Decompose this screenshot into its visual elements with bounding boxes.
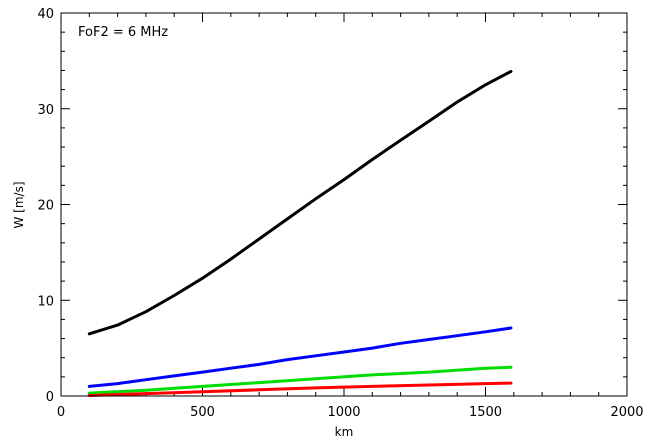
x-tick-label: 1500 [469,405,502,420]
axis-tick-labels: 0 500 1000 1500 2000 0 10 20 30 40 [37,7,643,420]
x-axis-label: km [335,425,354,439]
x-tick-label: 0 [57,405,65,420]
series-line-2 [87,326,513,388]
y-tick-label: 20 [37,199,54,214]
plot-frame [60,12,628,397]
series-line-4 [87,381,513,397]
x-tick-label: 2000 [610,405,643,420]
chart-annotation: FoF2 = 6 MHz [78,25,168,40]
y-tick-label: 40 [37,7,54,22]
y-tick-label: 0 [46,390,54,405]
y-axis-label: W [m/s] [12,181,26,228]
x-tick-label: 1000 [327,405,360,420]
axis-ticks [60,12,628,397]
series-line-3 [87,365,513,395]
series-line-1 [87,69,513,336]
series-layer [87,69,513,397]
y-tick-label: 10 [37,294,54,309]
y-tick-label: 30 [37,103,54,118]
x-tick-label: 500 [190,405,215,420]
